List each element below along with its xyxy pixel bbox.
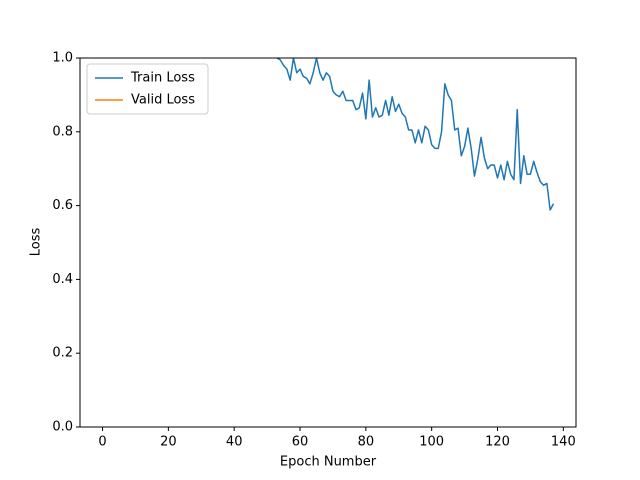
y-tick-label: 0.8 <box>52 124 73 139</box>
legend-label: Train Loss <box>130 71 195 86</box>
x-tick-label: 100 <box>419 435 444 450</box>
x-axis-label: Epoch Number <box>280 455 377 470</box>
axes-frame <box>79 57 577 428</box>
y-tick-label: 1.0 <box>52 51 73 66</box>
x-tick-label: 20 <box>160 435 177 450</box>
x-tick-label: 120 <box>485 435 510 450</box>
x-tick-label: 0 <box>98 435 106 450</box>
legend-label: Valid Loss <box>131 93 195 108</box>
series-line <box>276 58 555 211</box>
x-tick-label: 80 <box>358 435 375 450</box>
x-tick-label: 60 <box>292 435 309 450</box>
legend-box <box>86 63 209 115</box>
y-axis-label: Loss <box>29 228 44 257</box>
y-tick-label: 0.2 <box>52 346 73 361</box>
plot-area <box>276 58 555 211</box>
y-tick-label: 0.4 <box>52 272 73 287</box>
x-tick-label: 40 <box>226 435 243 450</box>
y-tick-label: 0.6 <box>52 198 73 213</box>
x-tick-label: 140 <box>551 435 576 450</box>
y-tick-label: 0.0 <box>52 420 73 435</box>
